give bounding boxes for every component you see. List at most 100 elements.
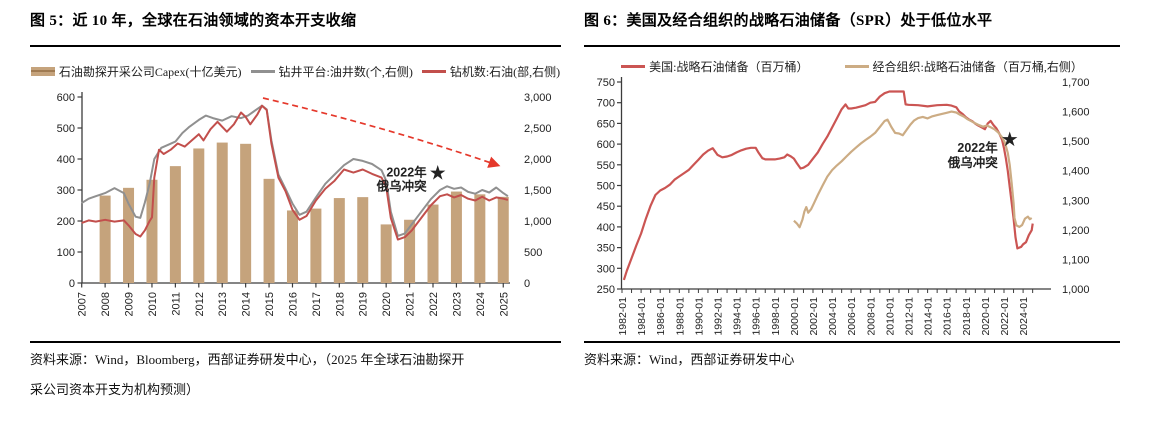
conflict-annotation-line2: 俄乌冲突 (376, 179, 428, 194)
svg-text:2024: 2024 (475, 292, 487, 316)
svg-text:2025: 2025 (498, 292, 510, 316)
svg-text:2012-01: 2012-01 (904, 297, 916, 336)
figure6-chart: 250 300 350 400 450 500 550 600 650 700 750 1,000 1,… (597, 77, 1090, 336)
svg-text:300: 300 (597, 263, 615, 275)
capex-bar-2012 (193, 148, 205, 283)
svg-text:1,500: 1,500 (1062, 136, 1090, 148)
svg-text:650: 650 (597, 118, 615, 130)
line-legend-swatch (844, 65, 869, 68)
svg-text:1,000: 1,000 (524, 216, 552, 228)
svg-text:100: 100 (57, 247, 75, 259)
svg-text:600: 600 (57, 92, 75, 104)
capex-bars (99, 142, 509, 283)
oecd-spr-line (793, 110, 1033, 229)
capex-bar-2023 (450, 191, 462, 283)
svg-text:1,100: 1,100 (1062, 254, 1090, 266)
conflict-annotation-line1: 2022年 (386, 165, 427, 180)
svg-text:300: 300 (57, 185, 75, 197)
svg-text:2022-01: 2022-01 (999, 297, 1011, 336)
svg-text:700: 700 (597, 98, 615, 110)
svg-text:1,600: 1,600 (1062, 107, 1090, 119)
capex-bar-2024 (474, 194, 486, 283)
svg-text:200: 200 (57, 216, 75, 228)
svg-text:2015: 2015 (264, 292, 276, 316)
capex-bar-2016 (286, 210, 298, 283)
capex-bar-2011 (169, 166, 181, 283)
figure5-source-line2: 采公司资本开支为机构预测） (30, 382, 200, 397)
legend-label: 石油勘探开采公司Capex(十亿美元) (58, 65, 242, 79)
svg-text:2017: 2017 (311, 292, 323, 316)
svg-text:400: 400 (57, 154, 75, 166)
legend-label: 经合组织:战略石油储备（百万桶,右侧） (872, 60, 1083, 74)
svg-text:500: 500 (57, 123, 75, 135)
svg-text:0: 0 (69, 278, 75, 290)
svg-text:2013: 2013 (217, 292, 229, 316)
capex-bar-2009 (123, 187, 135, 283)
svg-text:550: 550 (597, 160, 615, 172)
legend-item: 经合组织:战略石油储备（百万桶,右侧） (844, 58, 1083, 75)
svg-text:2019: 2019 (358, 292, 370, 316)
legend-label: 美国:战略石油储备（百万桶） (649, 60, 809, 74)
figure5-source-rule (30, 341, 561, 343)
svg-text:450: 450 (597, 201, 615, 213)
svg-text:1994-01: 1994-01 (732, 297, 744, 336)
legend-item: 石油勘探开采公司Capex(十亿美元) (30, 63, 242, 80)
svg-text:1982-01: 1982-01 (617, 297, 629, 336)
capex-bar-2015 (263, 178, 275, 283)
capex-bar-2014 (240, 143, 252, 283)
svg-text:2,500: 2,500 (524, 123, 552, 135)
svg-text:500: 500 (597, 181, 615, 193)
svg-text:1986-01: 1986-01 (655, 297, 667, 336)
svg-text:2016: 2016 (287, 292, 299, 316)
svg-text:2004-01: 2004-01 (827, 297, 839, 336)
svg-text:2010: 2010 (147, 292, 159, 316)
figure5-legend: 石油勘探开采公司Capex(十亿美元) 钻井平台:油井数(个,右侧) 钻机数:石油(… (30, 63, 561, 80)
capex-decline-trend-arrow (262, 97, 501, 168)
figure5-title-rule (30, 45, 561, 47)
capex-bar-2020 (380, 224, 392, 283)
svg-text:2020: 2020 (381, 292, 393, 316)
legend-label: 钻机数:石油(部,右侧) (449, 65, 561, 79)
svg-text:750: 750 (597, 77, 615, 89)
line-legend-swatch (421, 70, 446, 73)
capex-bar-2019 (357, 197, 369, 283)
svg-text:2002-01: 2002-01 (808, 297, 820, 336)
svg-text:2010-01: 2010-01 (884, 297, 896, 336)
svg-text:1,000: 1,000 (1062, 284, 1090, 296)
figure6-title-rule (584, 45, 1120, 47)
svg-text:1992-01: 1992-01 (713, 297, 725, 336)
capex-bar-2018 (333, 198, 345, 283)
svg-text:2008: 2008 (100, 292, 112, 316)
svg-text:2006-01: 2006-01 (846, 297, 858, 336)
figure6-source-line1: 资料来源：Wind，西部证券研发中心 (584, 352, 795, 367)
legend-label: 钻井平台:油井数(个,右侧) (278, 65, 413, 79)
capex-bar-2010 (146, 179, 158, 283)
capex-bar-2022 (427, 204, 439, 283)
figure5-source-line1: 资料来源：Wind，Bloomberg，西部证券研发中心，（2025 年全球石油… (30, 352, 465, 367)
svg-text:2016-01: 2016-01 (942, 297, 954, 336)
figure6-title: 图 6：美国及经合组织的战略石油储备（SPR）处于低位水平 (584, 13, 993, 29)
svg-text:2021: 2021 (405, 292, 417, 316)
svg-text:1,400: 1,400 (1062, 166, 1090, 178)
svg-text:1996-01: 1996-01 (751, 297, 763, 336)
svg-text:2008-01: 2008-01 (865, 297, 877, 336)
capex-bar-2017 (310, 208, 322, 283)
svg-text:1984-01: 1984-01 (636, 297, 648, 336)
svg-text:500: 500 (524, 247, 542, 259)
svg-text:2011: 2011 (170, 292, 182, 316)
us-spr-line (622, 90, 1034, 281)
svg-text:400: 400 (597, 222, 615, 234)
figure6-legend: 美国:战略石油储备（百万桶） 经合组织:战略石油储备（百万桶,右侧） (584, 58, 1120, 75)
line-legend-swatch (250, 70, 275, 73)
capex-bar-2025 (497, 196, 509, 283)
svg-text:2012: 2012 (194, 292, 206, 316)
svg-text:2023: 2023 (451, 292, 463, 316)
bar-legend-swatch (30, 67, 55, 76)
capex-bar-2008 (99, 195, 111, 283)
svg-text:250: 250 (597, 284, 615, 296)
svg-text:2024-01: 2024-01 (1018, 297, 1030, 336)
svg-text:1,500: 1,500 (524, 185, 552, 197)
figure5-chart: 0 100 200 300 400 500 600 0 500 1,000 1,500 2,000 2,… (57, 92, 552, 316)
figure5-panel: 图 5：近 10 年，全球在石油领域的资本开支收缩 石油勘探开采公司Capex(… (30, 0, 561, 431)
svg-text:2014-01: 2014-01 (923, 297, 935, 336)
